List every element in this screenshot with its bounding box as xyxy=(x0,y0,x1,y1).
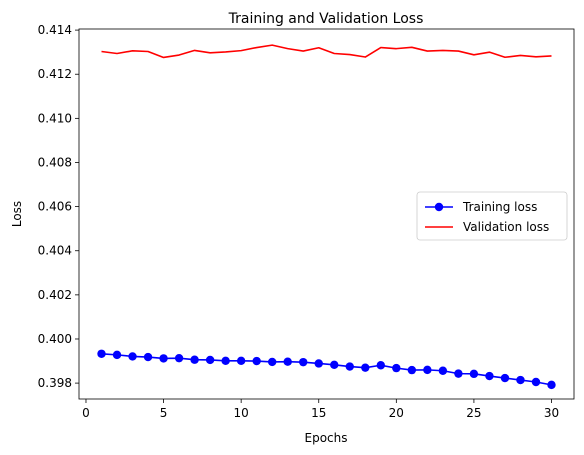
series-line-1 xyxy=(101,44,552,59)
x-tick-label: 0 xyxy=(82,406,90,420)
data-point-0-21 xyxy=(423,365,432,375)
data-point-0-1 xyxy=(112,350,122,360)
data-point-0-28 xyxy=(531,377,541,387)
y-tick-label: 0.404 xyxy=(38,244,72,258)
x-tick-label: 5 xyxy=(160,406,168,420)
data-point-0-25 xyxy=(485,371,494,381)
chart-title: Training and Validation Loss xyxy=(228,11,424,27)
legend-label-training: Training loss xyxy=(462,200,537,214)
data-point-0-27 xyxy=(516,375,525,385)
data-point-0-20 xyxy=(407,365,417,375)
y-tick-label: 0.398 xyxy=(38,376,72,390)
x-axis-title: Epochs xyxy=(305,431,348,445)
legend-box xyxy=(416,191,568,241)
legend-marker-training xyxy=(434,202,444,212)
data-point-0-19 xyxy=(392,363,401,373)
data-point-0-8 xyxy=(221,356,230,366)
y-tick-label: 0.412 xyxy=(38,67,72,81)
data-point-0-22 xyxy=(438,366,448,375)
data-point-0-14 xyxy=(314,359,323,368)
series-layer xyxy=(97,44,556,390)
data-point-0-9 xyxy=(236,356,246,366)
data-point-0-16 xyxy=(345,362,354,371)
y-tick-label: 0.408 xyxy=(38,155,72,169)
data-point-0-5 xyxy=(174,353,184,363)
data-point-0-11 xyxy=(267,357,277,367)
y-tick-label: 0.400 xyxy=(38,332,72,346)
y-axis: 0.398 0.400 0.402 0.404 0.406 0.408 0.410 0.412… xyxy=(38,23,79,390)
data-point-0-6 xyxy=(190,355,199,364)
x-tick-label: 10 xyxy=(234,406,249,420)
data-point-0-2 xyxy=(128,352,137,361)
data-point-0-18 xyxy=(376,361,386,370)
x-tick-label: 30 xyxy=(544,406,559,420)
plot-frame xyxy=(78,28,575,400)
data-point-0-15 xyxy=(330,360,339,370)
data-point-0-29 xyxy=(547,380,556,390)
data-point-0-13 xyxy=(299,357,308,367)
data-point-0-26 xyxy=(500,373,510,383)
x-tick-label: 20 xyxy=(389,406,404,420)
legend-label-validation: Validation loss xyxy=(463,220,549,234)
data-point-0-3 xyxy=(143,352,153,362)
data-point-0-12 xyxy=(283,357,292,366)
legend: Training loss Validation loss xyxy=(416,191,568,241)
data-point-0-23 xyxy=(454,369,463,378)
x-tick-label: 25 xyxy=(466,406,481,420)
x-axis: 0 5 10 15 20 25 30 xyxy=(82,399,559,420)
x-tick-label: 15 xyxy=(311,406,326,420)
data-point-0-17 xyxy=(361,363,370,372)
data-point-0-0 xyxy=(97,349,106,358)
data-point-0-10 xyxy=(252,356,261,366)
y-tick-label: 0.410 xyxy=(38,111,72,125)
y-tick-label: 0.406 xyxy=(38,200,72,214)
data-point-0-24 xyxy=(469,369,479,379)
data-point-0-4 xyxy=(159,354,168,363)
data-point-0-7 xyxy=(205,355,215,365)
y-tick-label: 0.414 xyxy=(38,23,72,37)
y-axis-title: Loss xyxy=(10,201,24,227)
y-tick-label: 0.402 xyxy=(38,288,72,302)
